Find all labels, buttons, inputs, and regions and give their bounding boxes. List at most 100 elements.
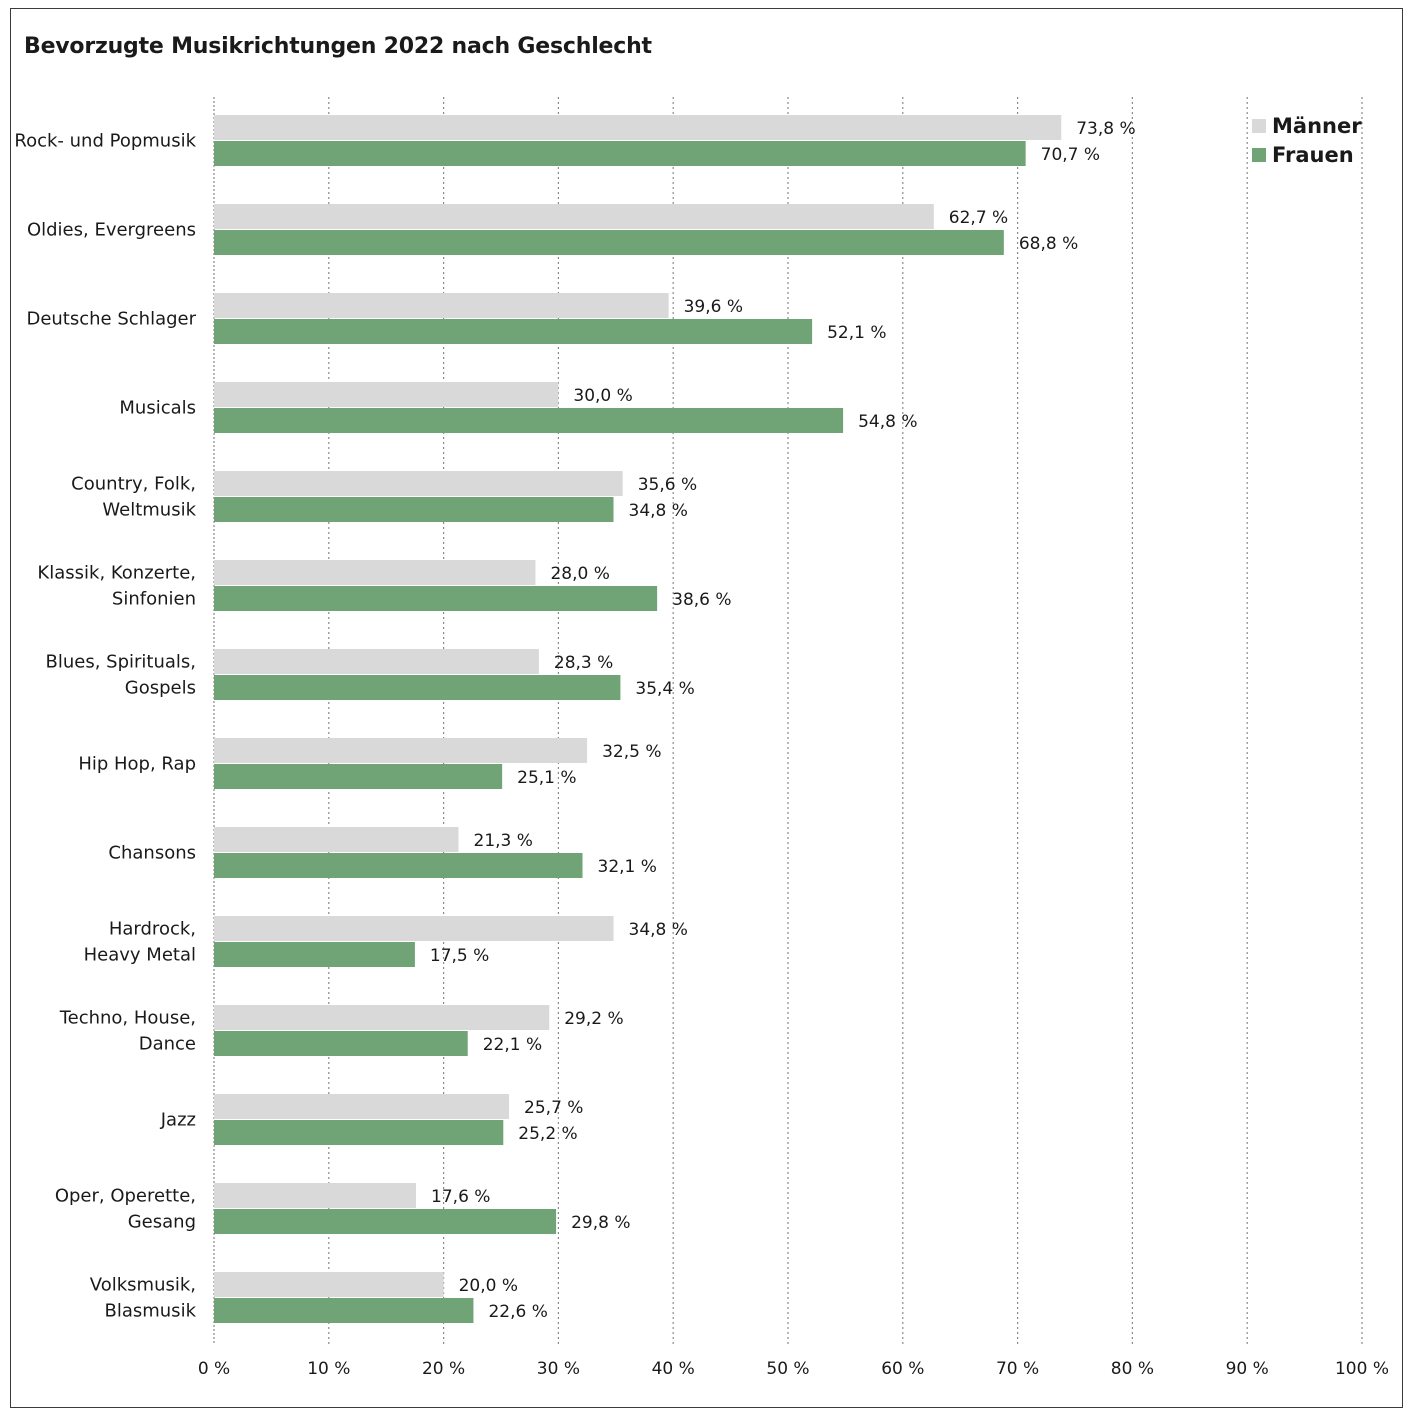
bar-maenner <box>214 738 588 763</box>
category-label: Chansons <box>108 843 196 864</box>
bar-maenner <box>214 471 623 496</box>
category-label-line: Country, Folk, <box>71 474 196 495</box>
x-tick-label: 60 % <box>881 1359 924 1379</box>
bar-maenner <box>214 560 536 585</box>
bar-frauen <box>214 764 503 789</box>
category-label-line: Musicals <box>119 398 196 419</box>
bar-frauen <box>214 675 621 700</box>
value-label: 25,7 % <box>524 1098 583 1118</box>
bar-frauen <box>214 1031 468 1056</box>
category-label-line: Hip Hop, Rap <box>78 754 196 775</box>
x-tick-label: 0 % <box>198 1359 230 1379</box>
legend-label-frauen: Frauen <box>1272 143 1354 167</box>
legend-swatch-frauen <box>1252 148 1266 162</box>
value-label: 39,6 % <box>684 297 743 317</box>
bars: 73,8 % 70,7 % 62,7 % 68,8 % 39,6 % 52,1 % 30,0… <box>214 115 1136 1323</box>
category-label-line: Klassik, Konzerte, <box>37 563 196 584</box>
bar-frauen <box>214 230 1004 255</box>
bar-maenner <box>214 1272 444 1297</box>
value-label: 54,8 % <box>858 412 917 432</box>
category-label-line: Oper, Operette, <box>55 1186 196 1207</box>
category-label-line: Heavy Metal <box>84 945 196 966</box>
value-label: 30,0 % <box>573 386 632 406</box>
category-label: Oldies, Evergreens <box>27 220 196 241</box>
bar-frauen <box>214 586 658 611</box>
value-label: 17,5 % <box>430 946 489 966</box>
category-label-line: Volksmusik, <box>90 1275 196 1296</box>
category-label-line: Dance <box>139 1034 196 1055</box>
bar-maenner <box>214 1005 550 1030</box>
value-label: 22,1 % <box>483 1035 542 1055</box>
value-label: 62,7 % <box>949 208 1008 228</box>
category-label: Volksmusik, Blasmusik <box>90 1275 197 1322</box>
x-tick-label: 10 % <box>307 1359 350 1379</box>
x-tick-label: 90 % <box>1226 1359 1269 1379</box>
value-label: 68,8 % <box>1019 234 1078 254</box>
category-label: Jazz <box>160 1110 196 1131</box>
category-label-line: Hardrock, <box>109 919 196 940</box>
bar-maenner <box>214 1094 510 1119</box>
value-label: 22,6 % <box>488 1302 547 1322</box>
bar-maenner <box>214 293 669 318</box>
bar-frauen <box>214 141 1026 166</box>
bar-frauen <box>214 942 415 967</box>
category-label-line: Blues, Spirituals, <box>45 652 196 673</box>
chart-title: Bevorzugte Musikrichtungen 2022 nach Ges… <box>24 34 652 59</box>
value-label: 29,2 % <box>564 1009 623 1029</box>
bar-frauen <box>214 408 844 433</box>
category-label-line: Gospels <box>125 678 196 699</box>
x-tick-label: 80 % <box>1111 1359 1154 1379</box>
x-tick-label: 50 % <box>766 1359 809 1379</box>
value-label: 32,1 % <box>598 857 657 877</box>
category-label: Klassik, Konzerte, Sinfonien <box>37 563 196 610</box>
value-label: 34,8 % <box>629 501 688 521</box>
bar-frauen <box>214 1209 557 1234</box>
value-label: 25,1 % <box>517 768 576 788</box>
bar-maenner <box>214 204 934 229</box>
x-tick-label: 30 % <box>537 1359 580 1379</box>
category-label-line: Deutsche Schlager <box>26 309 196 330</box>
x-tick-label: 100 % <box>1335 1359 1389 1379</box>
bar-frauen <box>214 497 614 522</box>
value-label: 52,1 % <box>827 323 886 343</box>
category-label: Country, Folk, Weltmusik <box>71 474 196 521</box>
value-label: 21,3 % <box>474 831 533 851</box>
bar-maenner <box>214 115 1062 140</box>
category-label: Musicals <box>119 398 196 419</box>
value-label: 20,0 % <box>459 1276 518 1296</box>
category-label-line: Oldies, Evergreens <box>27 220 196 241</box>
value-label: 32,5 % <box>602 742 661 762</box>
category-label-line: Jazz <box>160 1110 196 1131</box>
value-label: 38,6 % <box>672 590 731 610</box>
category-label-line: Techno, House, <box>59 1008 196 1029</box>
bar-maenner <box>214 1183 417 1208</box>
category-label: Hip Hop, Rap <box>78 754 196 775</box>
bar-maenner <box>214 916 614 941</box>
x-axis-ticks: 0 % 10 % 20 % 30 % 40 % 50 % 60 % 70 % 80 % 90 % 1… <box>198 1359 1389 1379</box>
legend-swatch-maenner <box>1252 119 1266 133</box>
legend-label-maenner: Männer <box>1272 114 1362 138</box>
value-label: 28,0 % <box>550 564 609 584</box>
value-label: 34,8 % <box>629 920 688 940</box>
grid-lines <box>213 97 1363 1344</box>
bar-frauen <box>214 853 583 878</box>
value-label: 29,8 % <box>571 1213 630 1233</box>
value-label: 70,7 % <box>1041 145 1100 165</box>
category-label: Hardrock, Heavy Metal <box>84 919 196 966</box>
bar-frauen <box>214 319 813 344</box>
bar-frauen <box>214 1298 474 1323</box>
category-label-line: Chansons <box>108 843 196 864</box>
x-tick-label: 70 % <box>996 1359 1039 1379</box>
category-label-line: Rock- und Popmusik <box>14 131 196 152</box>
category-label-line: Blasmusik <box>104 1301 196 1322</box>
value-label: 25,2 % <box>518 1124 577 1144</box>
category-label-line: Sinfonien <box>112 589 196 610</box>
x-tick-label: 40 % <box>652 1359 695 1379</box>
category-label: Oper, Operette, Gesang <box>55 1186 196 1233</box>
bar-maenner <box>214 649 539 674</box>
value-label: 35,6 % <box>638 475 697 495</box>
category-label: Blues, Spirituals, Gospels <box>45 652 196 699</box>
bar-frauen <box>214 1120 504 1145</box>
bar-maenner <box>214 382 559 407</box>
